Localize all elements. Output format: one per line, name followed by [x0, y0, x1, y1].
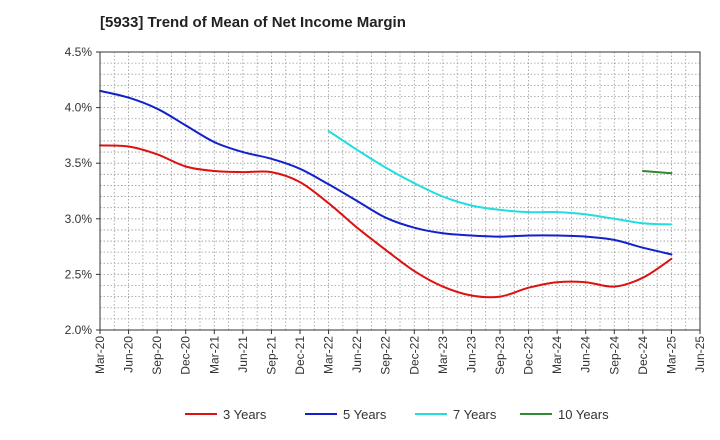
x-tick-label: Mar-23 [436, 336, 450, 374]
chart-title: [5933] Trend of Mean of Net Income Margi… [100, 14, 406, 31]
x-tick-label: Sep-22 [379, 336, 393, 375]
x-tick-label: Sep-23 [493, 336, 507, 375]
y-tick-label: 3.5% [65, 156, 93, 170]
series-line-7-years [327, 130, 673, 226]
legend: 3 Years 5 Years 7 Years 10 Years [185, 407, 609, 422]
legend-label-7-years: 7 Years [453, 407, 497, 422]
series-line-10-years [641, 170, 673, 175]
x-tick-label: Jun-22 [350, 336, 364, 373]
y-tick-label: 3.0% [65, 212, 93, 226]
series-line-5-years [99, 89, 673, 256]
y-tick-label: 4.0% [65, 101, 93, 115]
x-tick-label: Jun-23 [464, 336, 478, 373]
x-tick-label: Sep-20 [150, 336, 164, 375]
x-tick-label: Sep-21 [264, 336, 278, 375]
series-line-3-years [99, 144, 673, 299]
x-tick-label: Mar-25 [664, 336, 678, 374]
x-axis: Mar-20 Jun-20 Sep-20 Dec-20 Mar-21 Jun-21 Sep-… [93, 330, 707, 375]
x-tick-label: Dec-20 [179, 336, 193, 375]
x-tick-label: Mar-20 [93, 336, 107, 374]
plot-border [99, 51, 701, 331]
x-tick-label: Dec-21 [293, 336, 307, 375]
y-axis: 4.5% 4.0% 3.5% 3.0% 2.5% 2.0% [65, 45, 100, 337]
y-tick-label: 4.5% [65, 45, 93, 59]
x-tick-label: Dec-22 [407, 336, 421, 375]
x-tick-label: Dec-24 [636, 336, 650, 375]
y-tick-label: 2.5% [65, 267, 93, 281]
y-tick-label: 2.0% [65, 323, 93, 337]
x-tick-label: Mar-24 [550, 336, 564, 374]
x-tick-label: Mar-22 [322, 336, 336, 374]
x-tick-label: Jun-24 [579, 336, 593, 373]
series-lines [99, 89, 673, 299]
x-tick-label: Jun-21 [236, 336, 250, 373]
legend-label-5-years: 5 Years [343, 407, 387, 422]
x-tick-label: Dec-23 [522, 336, 536, 375]
plot-area [100, 52, 700, 330]
legend-label-10-years: 10 Years [558, 407, 609, 422]
legend-label-3-years: 3 Years [223, 407, 267, 422]
gridlines [100, 52, 700, 330]
x-tick-label: Mar-21 [207, 336, 221, 374]
x-tick-label: Jun-20 [122, 336, 136, 373]
x-tick-label: Jun-25 [693, 336, 707, 373]
x-tick-label: Sep-24 [607, 336, 621, 375]
